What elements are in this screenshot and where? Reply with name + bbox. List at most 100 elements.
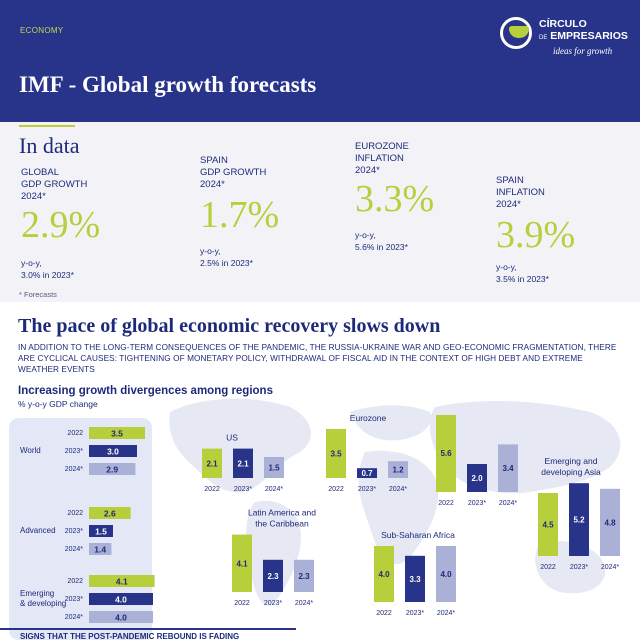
region-label: US [226,433,238,443]
bar [89,463,136,475]
data-label: 4.0 [115,595,127,605]
kpi-note: y-o-y, [200,246,221,256]
data-label: 2.3 [298,572,310,581]
bar [569,483,589,556]
logo-name: CÍRCULO [539,18,587,30]
data-label: 3.0 [107,447,119,457]
bar [89,445,137,457]
bar [374,546,394,602]
year-label: 2022 [234,600,250,607]
data-label: 4.0 [378,570,390,579]
data-label: 3.5 [330,450,342,459]
bar [436,546,456,602]
data-label: 2.1 [206,459,218,468]
data-label: 4.0 [115,613,127,623]
kpi-label-line: SPAIN [496,175,524,186]
kpi-global-gdp: GLOBAL GDP GROWTH 2024* 2.9% y-o-y, 3.0%… [21,167,100,281]
year-label: 2022 [540,564,556,571]
data-label: 1.5 [268,464,280,473]
kpi-spain-inflation: SPAIN INFLATION 2024* 3.9% y-o-y, 3.5% i… [496,175,575,285]
bar [89,507,131,519]
data-label: 0.7 [361,469,373,478]
kpi-note: 3.0% in 2023* [21,270,74,280]
kpi-value: 3.9% [496,214,576,256]
data-label: 4.1 [236,559,248,568]
year-label: 2023* [65,596,84,603]
kpi-spain-gdp: SPAIN GDP GROWTH 2024* 1.7% y-o-y, 2.5% … [200,155,279,269]
year-label: 2023* [468,500,487,507]
year-label: 2022 [67,578,83,585]
bottom-divider [0,628,296,630]
kpi-label-line: GLOBAL [21,167,60,178]
kpi-label-line: 2024* [355,165,380,176]
year-label: 2022 [376,610,392,617]
data-label: 3.5 [111,429,123,439]
bar [600,488,620,556]
year-label: 2022 [438,500,454,507]
bottom-headline: SIGNS THAT THE POST-PANDEMIC REBOUND IS … [20,632,240,640]
year-label: 2023* [406,610,425,617]
logo-icon [500,17,532,49]
year-label: 2024* [265,486,284,493]
kpi-note: y-o-y, [355,230,376,240]
bar [233,448,253,478]
region-label: Latin America and [248,508,316,518]
data-label: 1.4 [94,545,106,555]
year-label: 2023* [65,448,84,455]
kpi-label-line: GDP GROWTH [21,179,88,190]
region-label: developing Asia [541,467,601,477]
year-label: 2024* [499,500,518,507]
year-label: 2024* [295,600,314,607]
kpi-label-line: 2024* [21,191,46,202]
logo-de: DE [539,35,548,41]
year-label: 2024* [601,564,620,571]
bar [405,555,425,602]
forecast-note: * Forecasts [19,290,57,299]
data-label: 2.1 [237,459,249,468]
kpi-note: y-o-y, [21,258,42,268]
data-label: 2.6 [104,509,116,519]
accent-line [19,125,75,127]
page-title: IMF - Global growth forecasts [19,72,317,97]
data-label: 4.8 [604,518,616,527]
bar [498,444,518,492]
year-label: 2022 [204,486,220,493]
data-label: 4.0 [440,570,452,579]
region-label: Sub-Saharan Africa [381,530,455,540]
kpi-label-line: GDP GROWTH [200,167,267,178]
year-label: 2024* [437,610,456,617]
year-label: 2024* [389,486,408,493]
bar [89,543,112,555]
data-label: 5.6 [440,449,452,458]
data-label: 3.3 [409,575,421,584]
in-data-panel [0,122,640,302]
data-label: 4.1 [116,577,128,587]
header-band [0,0,640,122]
year-label: 2022 [328,486,344,493]
kpi-label-line: SPAIN [200,155,228,166]
bar [263,559,283,592]
horizontal-bar-chart: World 2022 3.5 2023* 3.0 2024* 2.9 Advanced 2022… [20,427,155,623]
kpi-value: 3.3% [355,178,435,220]
kpi-label-line: INFLATION [355,153,404,164]
group-label: Advanced [20,526,56,535]
year-label: 2024* [65,466,84,473]
kpi-value: 2.9% [21,204,101,246]
data-label: 1.2 [392,466,404,475]
regional-bar-chart: US 2.1 2022 2.1 2023* 1.5 2024* Eurozone 3.5 2022… [202,415,620,617]
kpi-label-line: EUROZONE [355,141,409,152]
bar [89,611,153,623]
data-label: 2.0 [471,474,483,483]
data-label: 3.4 [502,464,514,473]
bar [436,415,456,492]
kpi-eurozone-inflation: EUROZONE INFLATION 2024* 3.3% y-o-y, 5.6… [355,141,434,253]
year-label: 2024* [65,614,84,621]
chart-title: Increasing growth divergences among regi… [18,385,273,397]
bar [89,575,155,587]
in-data-heading: In data [19,133,80,158]
bar [232,534,252,592]
year-label: 2022 [67,510,83,517]
bar [388,461,408,478]
section-title: The pace of global economic recovery slo… [18,315,441,337]
year-label: 2023* [234,486,253,493]
